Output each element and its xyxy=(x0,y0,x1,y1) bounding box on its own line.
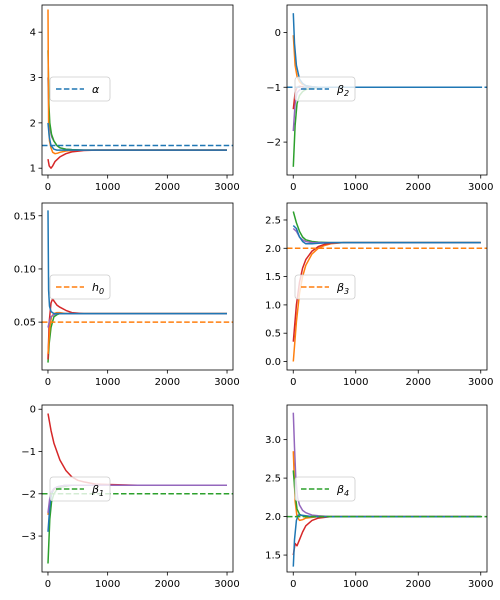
subplot-3: 0 1000 2000 3000 0.05 0.10 0.15 h0 xyxy=(14,202,240,388)
series-line-3 xyxy=(47,311,227,355)
y-tick-label: 2.0 xyxy=(265,512,281,523)
subplot-6: 0 1000 2000 3000 1.5 2.0 2.5 3.0 β4 xyxy=(265,404,493,590)
y-tick-label: −2 xyxy=(266,138,281,149)
legend-label: α xyxy=(92,83,100,96)
x-tick-label: 3000 xyxy=(214,377,239,388)
x-tick-label: 1000 xyxy=(95,377,120,388)
axes-frame xyxy=(286,4,488,176)
y-tick-label: 2.0 xyxy=(265,244,281,255)
series-line-4 xyxy=(47,312,227,328)
series-line-5 xyxy=(292,13,481,89)
x-tick-label: 1000 xyxy=(95,579,120,590)
axes-frame xyxy=(41,4,234,176)
y-tick-label: 2 xyxy=(30,118,36,129)
y-tick-label: 2.5 xyxy=(265,215,281,226)
x-tick-label: 3000 xyxy=(214,579,239,590)
x-tick-label: 2000 xyxy=(155,182,180,193)
y-tick-label: 0.10 xyxy=(14,264,36,275)
x-tick-label: 1000 xyxy=(95,182,120,193)
y-tick-label: 4 xyxy=(30,28,36,39)
series-line-2 xyxy=(47,297,227,360)
legend: α xyxy=(49,76,111,102)
subplot-1: 0 1000 2000 3000 1 2 3 4 α xyxy=(30,4,240,193)
axes-frame xyxy=(41,404,234,573)
legend: h0 xyxy=(49,274,111,300)
series-group xyxy=(42,9,233,169)
series-line-3 xyxy=(292,515,481,556)
y-tick-label: −2 xyxy=(21,489,36,500)
x-tick-label: 3000 xyxy=(214,182,239,193)
legend-subscript: 1 xyxy=(99,489,104,498)
legend: β4 xyxy=(294,476,356,502)
x-tick-label: 2000 xyxy=(406,579,431,590)
series-line-1 xyxy=(47,413,227,487)
x-tick-label: 0 xyxy=(45,377,51,388)
x-tick-label: 2000 xyxy=(406,182,431,193)
legend: β3 xyxy=(294,274,356,300)
y-tick-label: −1 xyxy=(266,83,281,94)
y-tick-label: 1.5 xyxy=(265,551,281,562)
series-line-1 xyxy=(47,312,227,363)
legend: β1 xyxy=(49,476,111,502)
y-tick-label: 3 xyxy=(30,73,36,84)
x-tick-label: 1000 xyxy=(343,182,368,193)
y-tick-label: 1 xyxy=(30,164,36,175)
y-tick-label: 2.5 xyxy=(265,474,281,485)
legend: β2 xyxy=(294,76,356,102)
y-tick-label: 0 xyxy=(275,28,281,39)
series-line-5 xyxy=(292,514,481,567)
x-tick-label: 0 xyxy=(45,182,51,193)
x-tick-label: 0 xyxy=(290,182,296,193)
series-line-4 xyxy=(47,149,227,169)
subplot-2: 0 1000 2000 3000 0 −1 −2 β2 xyxy=(266,4,493,193)
subplot-5: 0 1000 2000 3000 0 −1 −2 −3 β1 xyxy=(21,404,240,590)
x-tick-label: 3000 xyxy=(468,579,493,590)
series-line-5 xyxy=(292,225,481,245)
x-tick-label: 0 xyxy=(290,579,296,590)
legend-subscript: 3 xyxy=(344,287,349,296)
x-tick-label: 2000 xyxy=(406,377,431,388)
y-tick-label: 0.15 xyxy=(14,211,36,222)
axes-frame xyxy=(286,404,488,573)
y-tick-label: 1.5 xyxy=(265,272,281,283)
subplot-4: 0 1000 2000 3000 0.0 0.5 1.0 1.5 2.0 2.5 β3 xyxy=(265,202,493,388)
series-line-1 xyxy=(292,241,481,362)
y-tick-label: −3 xyxy=(21,532,36,543)
y-tick-label: 0.0 xyxy=(265,357,281,368)
y-tick-label: −1 xyxy=(21,447,36,458)
x-tick-label: 0 xyxy=(290,377,296,388)
axes-frame xyxy=(41,202,234,371)
legend-subscript: 2 xyxy=(344,89,349,98)
x-tick-label: 0 xyxy=(45,579,51,590)
y-tick-label: 0.5 xyxy=(265,329,281,340)
y-tick-label: 3.0 xyxy=(265,435,281,446)
x-tick-label: 2000 xyxy=(155,377,180,388)
axes-frame xyxy=(286,202,488,371)
series-line-5 xyxy=(47,210,227,315)
series-line-5 xyxy=(47,122,227,151)
y-tick-label: 1.0 xyxy=(265,300,281,311)
y-tick-label: 0.05 xyxy=(14,318,36,329)
legend-subscript: 4 xyxy=(344,489,349,498)
x-tick-label: 3000 xyxy=(468,182,493,193)
x-tick-label: 1000 xyxy=(343,579,368,590)
series-line-4 xyxy=(292,227,481,244)
x-tick-label: 2000 xyxy=(155,579,180,590)
y-tick-label: 0 xyxy=(30,405,36,416)
series-group xyxy=(42,210,233,363)
x-tick-label: 1000 xyxy=(343,377,368,388)
x-tick-label: 3000 xyxy=(468,377,493,388)
legend-subscript: 0 xyxy=(99,287,104,296)
series-line-3 xyxy=(292,211,481,244)
